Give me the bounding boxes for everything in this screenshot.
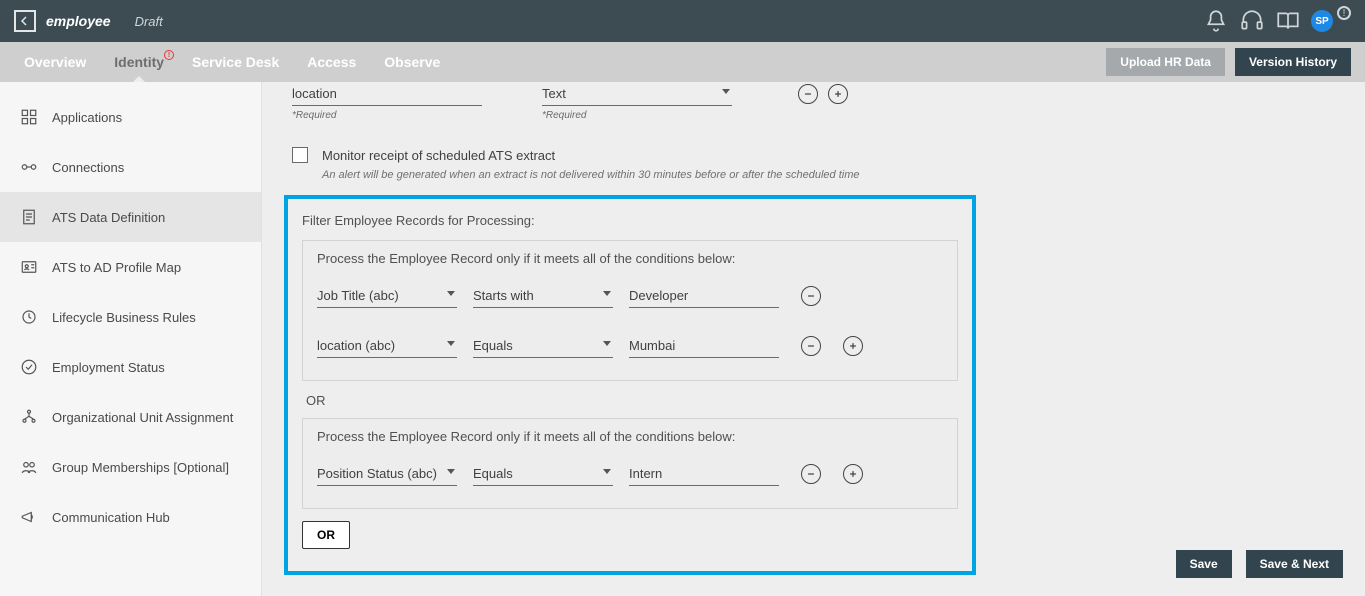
chevron-down-icon bbox=[603, 291, 611, 296]
add-condition-button[interactable] bbox=[843, 464, 863, 484]
sidebar-item-label: Organizational Unit Assignment bbox=[52, 410, 233, 425]
sidebar-item-applications[interactable]: Applications bbox=[0, 92, 261, 142]
condition-row bbox=[317, 284, 943, 308]
sidebar-item-connections[interactable]: Connections bbox=[0, 142, 261, 192]
save-button[interactable]: Save bbox=[1176, 550, 1232, 578]
condition-operator-select[interactable] bbox=[473, 462, 613, 486]
add-condition-button[interactable] bbox=[843, 336, 863, 356]
condition-field-select[interactable] bbox=[317, 284, 457, 308]
headset-icon[interactable] bbox=[1239, 8, 1265, 34]
check-circle-icon bbox=[20, 358, 38, 376]
or-separator: OR bbox=[306, 393, 958, 408]
tab-access[interactable]: Access bbox=[307, 54, 356, 70]
attribute-type-select[interactable] bbox=[542, 82, 732, 106]
condition-operator-select[interactable] bbox=[473, 284, 613, 308]
apps-icon bbox=[20, 108, 38, 126]
tab-observe[interactable]: Observe bbox=[384, 54, 440, 70]
remove-condition-button[interactable] bbox=[801, 336, 821, 356]
user-avatar[interactable]: SP bbox=[1311, 10, 1333, 32]
condition-field-select[interactable] bbox=[317, 334, 457, 358]
chevron-down-icon bbox=[447, 469, 455, 474]
draft-status: Draft bbox=[135, 14, 163, 29]
required-note: *Required bbox=[292, 110, 482, 121]
sidebar-item-lifecycle[interactable]: Lifecycle Business Rules bbox=[0, 292, 261, 342]
chevron-down-icon bbox=[447, 291, 455, 296]
link-icon bbox=[20, 158, 38, 176]
monitor-checkbox[interactable] bbox=[292, 147, 308, 163]
megaphone-icon bbox=[20, 508, 38, 526]
sidebar-item-ats-to-ad[interactable]: ATS to AD Profile Map bbox=[0, 242, 261, 292]
sidebar-item-label: Lifecycle Business Rules bbox=[52, 310, 196, 325]
tab-bar: Overview Identity ! Service Desk Access … bbox=[0, 42, 1365, 82]
save-and-next-button[interactable]: Save & Next bbox=[1246, 550, 1343, 578]
users-icon bbox=[20, 458, 38, 476]
condition-block-2: Process the Employee Record only if it m… bbox=[302, 418, 958, 509]
sidebar: Applications Connections ATS Data Defini… bbox=[0, 82, 262, 596]
top-bar: employee Draft SP ! bbox=[0, 0, 1365, 42]
add-or-block-button[interactable]: OR bbox=[302, 521, 350, 549]
condition-intro: Process the Employee Record only if it m… bbox=[317, 251, 943, 266]
book-icon[interactable] bbox=[1275, 8, 1301, 34]
chevron-down-icon bbox=[603, 341, 611, 346]
condition-field-select[interactable] bbox=[317, 462, 457, 486]
alert-icon[interactable]: ! bbox=[1337, 6, 1351, 20]
sidebar-item-employment-status[interactable]: Employment Status bbox=[0, 342, 261, 392]
attribute-name-input[interactable] bbox=[292, 82, 482, 106]
tab-identity-label: Identity bbox=[114, 54, 164, 70]
condition-value-input[interactable] bbox=[629, 334, 779, 358]
filter-highlight-box: Filter Employee Records for Processing: … bbox=[284, 195, 976, 575]
sidebar-item-ats-data-definition[interactable]: ATS Data Definition bbox=[0, 192, 261, 242]
cycle-icon bbox=[20, 308, 38, 326]
app-name: employee bbox=[46, 13, 111, 29]
sidebar-item-label: ATS Data Definition bbox=[52, 210, 165, 225]
monitor-row: Monitor receipt of scheduled ATS extract bbox=[292, 147, 1365, 163]
app-logo-icon bbox=[14, 10, 36, 32]
condition-row bbox=[317, 462, 943, 486]
version-history-button[interactable]: Version History bbox=[1235, 48, 1351, 76]
monitor-label: Monitor receipt of scheduled ATS extract bbox=[322, 148, 555, 163]
sidebar-item-label: ATS to AD Profile Map bbox=[52, 260, 181, 275]
add-attribute-button[interactable] bbox=[828, 84, 848, 104]
condition-block-1: Process the Employee Record only if it m… bbox=[302, 240, 958, 381]
chevron-down-icon bbox=[603, 469, 611, 474]
sidebar-item-label: Applications bbox=[52, 110, 122, 125]
document-icon bbox=[20, 208, 38, 226]
tab-service-desk[interactable]: Service Desk bbox=[192, 54, 279, 70]
sidebar-item-label: Communication Hub bbox=[52, 510, 170, 525]
sidebar-item-group-memberships[interactable]: Group Memberships [Optional] bbox=[0, 442, 261, 492]
condition-value-input[interactable] bbox=[629, 462, 779, 486]
sidebar-item-label: Connections bbox=[52, 160, 124, 175]
tab-identity[interactable]: Identity ! bbox=[114, 54, 164, 70]
sidebar-item-org-unit[interactable]: Organizational Unit Assignment bbox=[0, 392, 261, 442]
remove-condition-button[interactable] bbox=[801, 464, 821, 484]
main-content: *Required *Required Monitor receipt of s… bbox=[262, 82, 1365, 596]
condition-intro: Process the Employee Record only if it m… bbox=[317, 429, 943, 444]
monitor-hint: An alert will be generated when an extra… bbox=[322, 169, 1365, 181]
footer-buttons: Save Save & Next bbox=[1176, 550, 1343, 578]
condition-operator-select[interactable] bbox=[473, 334, 613, 358]
sidebar-item-label: Employment Status bbox=[52, 360, 165, 375]
attribute-row: *Required *Required bbox=[292, 82, 1365, 121]
chevron-down-icon bbox=[447, 341, 455, 346]
filter-title: Filter Employee Records for Processing: bbox=[302, 213, 958, 228]
remove-attribute-button[interactable] bbox=[798, 84, 818, 104]
sidebar-item-label: Group Memberships [Optional] bbox=[52, 460, 229, 475]
required-note: *Required bbox=[542, 110, 732, 121]
upload-hr-data-button[interactable]: Upload HR Data bbox=[1106, 48, 1225, 76]
tab-alert-icon: ! bbox=[164, 50, 174, 60]
condition-row bbox=[317, 334, 943, 358]
chevron-down-icon bbox=[722, 89, 730, 94]
sidebar-item-communication[interactable]: Communication Hub bbox=[0, 492, 261, 542]
remove-condition-button[interactable] bbox=[801, 286, 821, 306]
tab-overview[interactable]: Overview bbox=[24, 54, 86, 70]
org-icon bbox=[20, 408, 38, 426]
id-card-icon bbox=[20, 258, 38, 276]
condition-value-input[interactable] bbox=[629, 284, 779, 308]
bell-icon[interactable] bbox=[1203, 8, 1229, 34]
